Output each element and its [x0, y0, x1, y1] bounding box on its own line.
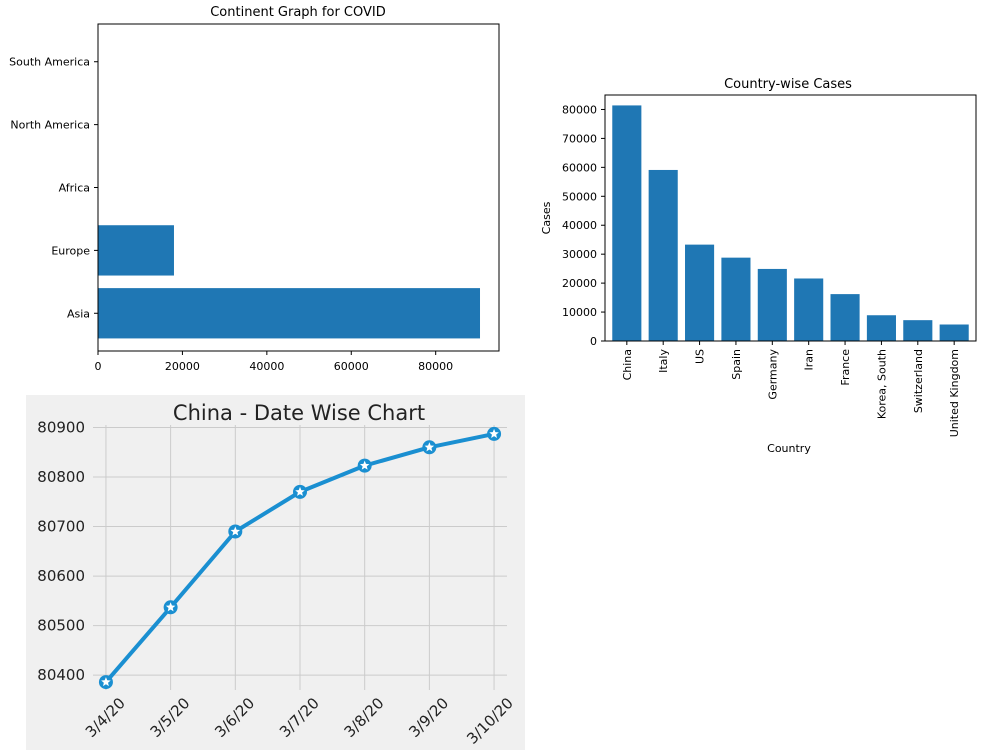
continent-bar — [98, 288, 481, 339]
china-ytick-label: 80400 — [37, 666, 85, 684]
country-xtick-label: Iran — [803, 349, 816, 371]
continent-bar — [98, 225, 174, 276]
china-point — [228, 524, 243, 539]
china-line-chart: China - Date Wise Chart 80400 80500 80600 8… — [26, 395, 525, 750]
country-bar — [721, 257, 751, 341]
country-ytick-label: 60000 — [562, 161, 597, 174]
country-xtick-label: US — [694, 349, 707, 364]
continent-ytick-label: Africa — [59, 182, 90, 195]
country-xtick-label: France — [839, 349, 852, 386]
country-chart-ylabel: Cases — [540, 201, 553, 234]
china-point — [487, 426, 502, 441]
continent-xtick-label: 80000 — [418, 360, 453, 373]
china-point — [357, 458, 372, 473]
china-ytick-label: 80500 — [37, 617, 85, 635]
china-point — [293, 484, 307, 499]
country-ytick-label: 0 — [590, 335, 597, 348]
china-point — [98, 675, 113, 690]
country-bar — [939, 324, 969, 341]
china-ytick-label: 80700 — [37, 518, 85, 536]
china-point — [422, 440, 437, 455]
continent-ytick-label: North America — [10, 119, 90, 132]
country-xtick-label: Germany — [766, 349, 779, 400]
country-ytick-label: 30000 — [562, 248, 597, 261]
china-line-panel — [26, 395, 525, 750]
continent-ytick-label: South America — [9, 56, 90, 69]
country-bar — [612, 105, 642, 341]
country-xtick-label: United Kingdom — [948, 349, 961, 437]
country-chart-title: Country-wise Cases — [724, 77, 852, 92]
country-ytick-label: 70000 — [562, 132, 597, 145]
country-xtick-label: Switzerland — [912, 349, 925, 413]
country-bar — [757, 268, 787, 341]
country-bar — [794, 278, 824, 341]
country-ytick-label: 40000 — [562, 219, 597, 232]
continent-xtick-label: 20000 — [165, 360, 200, 373]
country-chart-frame — [604, 94, 977, 342]
china-ytick-label: 80600 — [37, 567, 85, 585]
country-bar — [903, 320, 933, 341]
continent-chart: Continent Graph for COVID Asia Europe Afri… — [9, 5, 500, 373]
continent-chart-frame — [97, 23, 500, 352]
china-ytick-label: 80800 — [37, 468, 85, 486]
country-chart-xlabel: Country — [767, 442, 811, 455]
country-xtick-label: Spain — [730, 349, 743, 380]
china-line-title: China - Date Wise Chart — [173, 401, 425, 425]
china-point — [163, 600, 178, 615]
continent-chart-title: Continent Graph for COVID — [210, 5, 386, 20]
country-ytick-label: 10000 — [562, 306, 597, 319]
continent-ytick-label: Europe — [51, 244, 90, 257]
country-ytick-label: 20000 — [562, 277, 597, 290]
country-xtick-label: China — [621, 349, 634, 380]
china-ytick-label: 80900 — [37, 418, 85, 436]
country-chart: Country-wise Cases 0 10000 20000 30000 40000… — [540, 77, 977, 455]
country-bar — [648, 169, 678, 341]
continent-xtick-label: 60000 — [334, 360, 369, 373]
country-ytick-label: 50000 — [562, 190, 597, 203]
country-xtick-label: Italy — [657, 349, 670, 373]
continent-ytick-label: Asia — [67, 307, 90, 320]
country-xtick-label: Korea, South — [875, 349, 888, 419]
country-bar — [830, 294, 860, 341]
country-bar — [866, 315, 896, 341]
continent-xtick-label: 40000 — [249, 360, 284, 373]
country-bar — [685, 244, 715, 341]
country-ytick-label: 80000 — [562, 103, 597, 116]
continent-xtick-label: 0 — [95, 360, 102, 373]
